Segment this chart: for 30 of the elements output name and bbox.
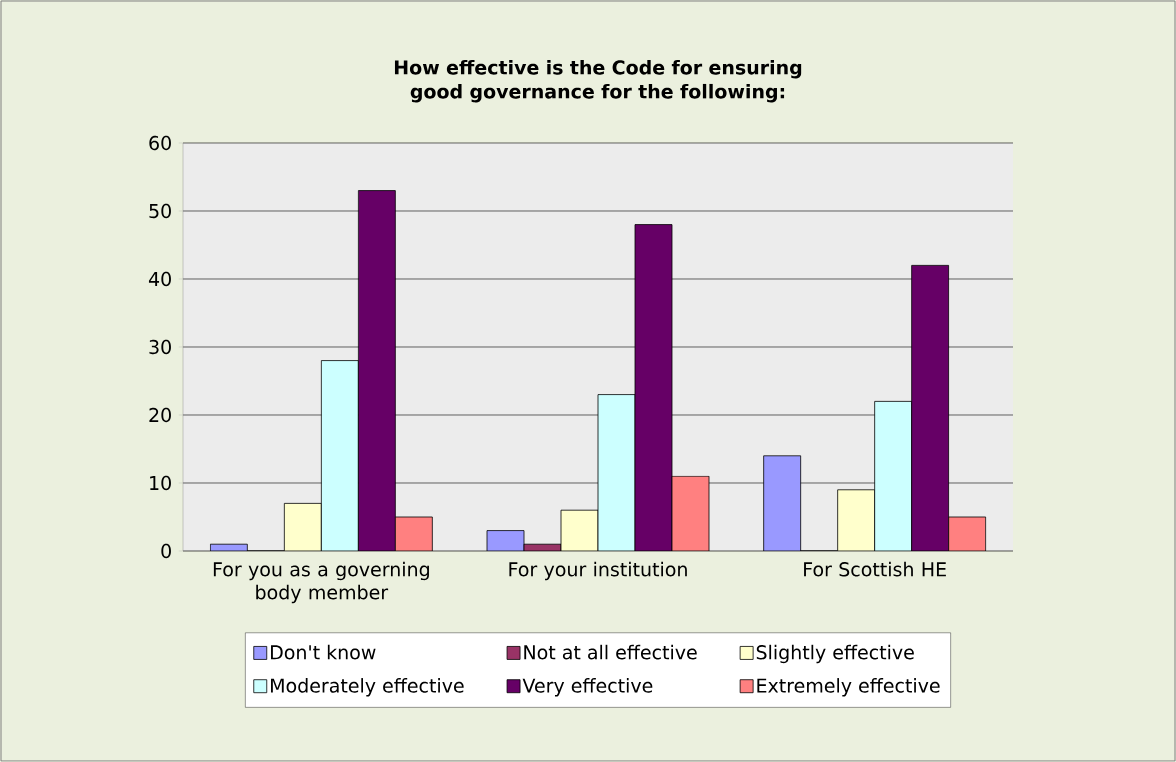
y-tick-label: 20 [149,407,171,423]
x-tick-label: For your institution [509,561,687,581]
y-tick-label: 0 [161,543,171,559]
bar [394,516,433,551]
bar [320,360,359,551]
y-tick-label: 60 [149,135,171,151]
bar [948,516,987,551]
legend-label: Extremely effective [757,678,940,697]
bar [763,455,802,551]
legend-label: Not at all effective [524,644,697,660]
legend-label: Slightly effective [756,644,914,664]
y-tick-label: 40 [148,271,171,287]
bar [837,489,876,551]
legend-label: Don't know [271,644,376,660]
y-tick-label: 10 [150,475,171,491]
y-tick-label: 30 [149,339,171,355]
bar [671,475,710,551]
bar [283,502,322,551]
bar [874,400,913,551]
y-tick-label: 50 [149,203,171,219]
legend-label: Moderately effective [271,678,464,697]
legend-label: Very effective [522,678,653,697]
bar [357,190,396,551]
bar [597,394,636,551]
bar [911,264,950,551]
bar [560,509,599,551]
x-tick-label: For you as a governing body member [213,561,429,604]
x-tick-label: For Scottish HE [804,561,946,577]
chart-title: How effective is the Code for ensuring good governance for the following: [394,59,802,103]
bar [634,224,673,551]
